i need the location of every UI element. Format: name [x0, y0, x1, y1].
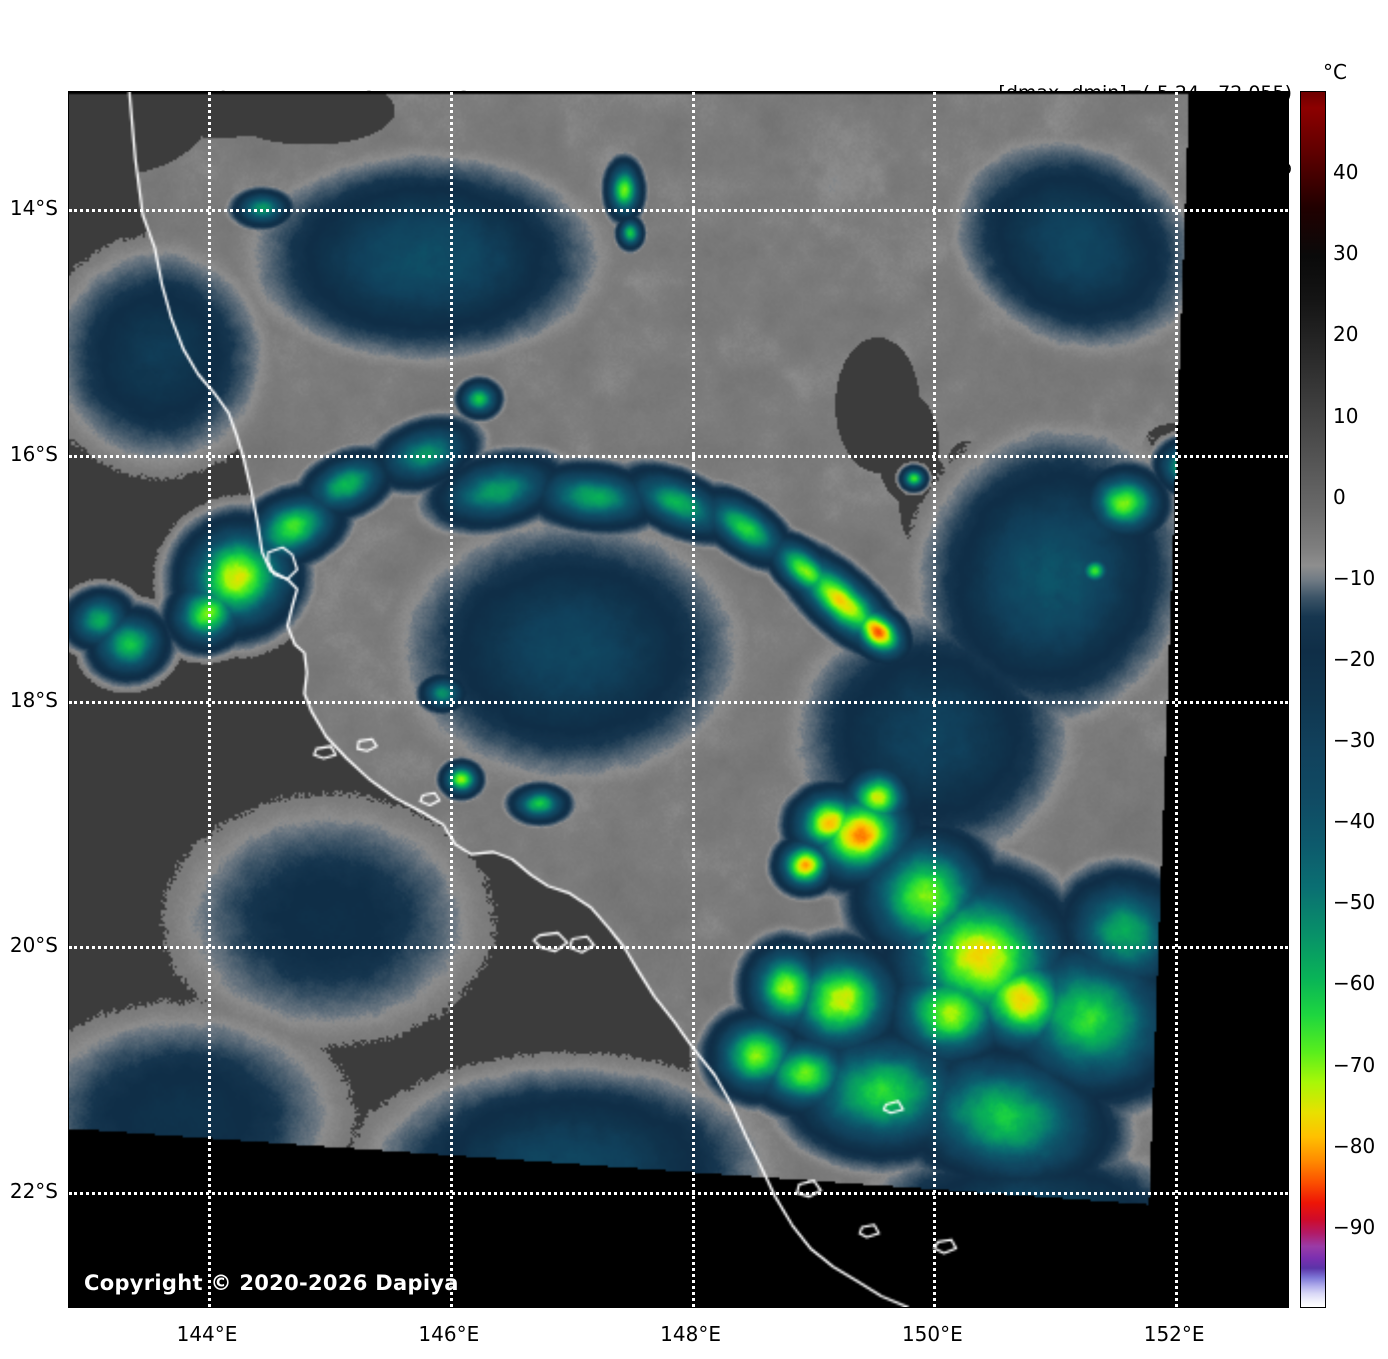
colorbar-tick-label: 40 [1333, 160, 1359, 185]
colorbar-tick-label: −80 [1333, 1133, 1376, 1158]
colorbar-tick-label: −90 [1333, 1214, 1376, 1239]
colorbar-tick-label: 10 [1333, 403, 1359, 428]
colorbar-tick-label: −70 [1333, 1052, 1376, 1077]
y-axis-tick-label: 14°S [9, 195, 58, 220]
x-axis-tick-label: 150°E [901, 1322, 963, 1346]
x-axis-tick-label: 146°E [418, 1322, 480, 1346]
colorbar-tick-label: −50 [1333, 890, 1376, 915]
colorbar-tick-label: 30 [1333, 241, 1359, 266]
x-axis-tick-label: 152°E [1143, 1322, 1205, 1346]
x-axis-tick-label: 148°E [660, 1322, 721, 1346]
infrared-brightness-temperature-raster [69, 92, 1288, 1307]
y-axis-tick-label: 22°S [9, 1179, 58, 1204]
colorbar-tick-label: −10 [1333, 565, 1376, 590]
copyright-label: Copyright © 2020-2026 Dapiya [84, 1271, 459, 1295]
colorbar-tick-label: 0 [1333, 484, 1346, 509]
colorbar-tick-label: −60 [1333, 971, 1376, 996]
satellite-image-plot: Copyright © 2020-2026 Dapiya [68, 91, 1289, 1308]
colorbar-unit-label: °C [1323, 60, 1347, 84]
colorbar-tick-label: −40 [1333, 809, 1376, 834]
y-axis-tick-label: 20°S [9, 933, 58, 958]
colorbar-tick-label: −20 [1333, 646, 1376, 671]
colorbar-tick-label: 20 [1333, 322, 1359, 347]
colorbar-tick-label: −30 [1333, 728, 1376, 753]
y-axis-tick-label: 16°S [9, 441, 58, 466]
x-axis-tick-label: 144°E [176, 1322, 238, 1346]
y-axis-tick-label: 18°S [9, 687, 58, 712]
temperature-colorbar [1300, 91, 1326, 1308]
